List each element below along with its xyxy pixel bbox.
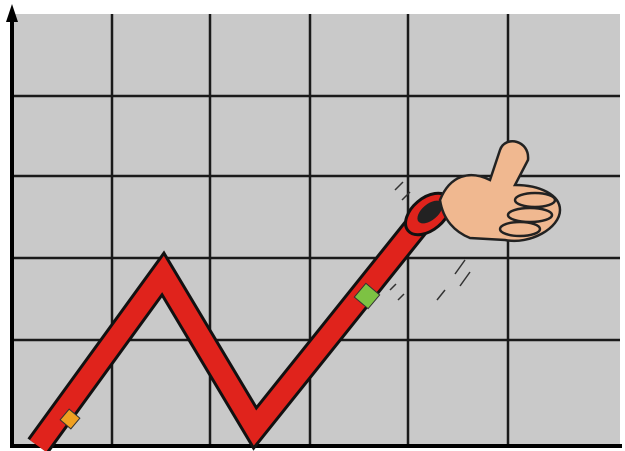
finger xyxy=(515,193,555,207)
cartoon xyxy=(0,0,625,451)
axis-arrow xyxy=(6,4,18,22)
finger xyxy=(508,208,552,222)
finger xyxy=(500,222,540,236)
page xyxy=(0,0,625,451)
